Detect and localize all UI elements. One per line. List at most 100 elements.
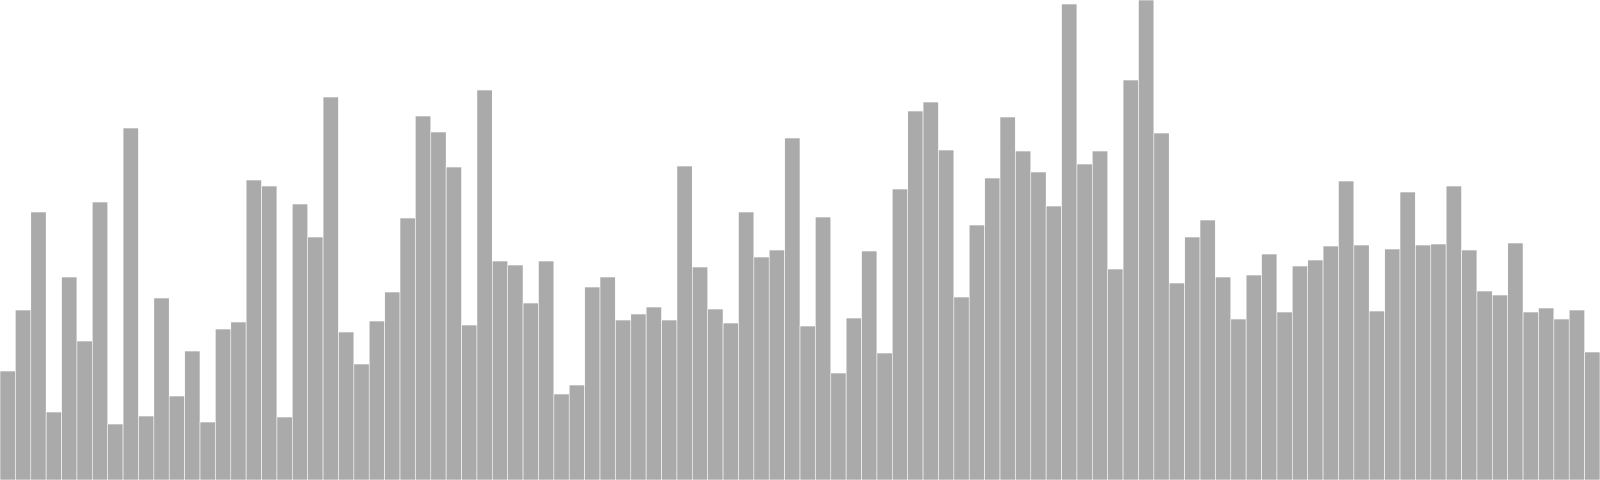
bar-21 [307, 236, 324, 480]
bar-20 [292, 203, 308, 480]
bar-48 [722, 322, 739, 480]
bar-85 [1292, 265, 1308, 480]
bar-65 [984, 177, 1001, 480]
bar-71 [1076, 163, 1093, 480]
bar-89 [1353, 244, 1370, 480]
bar-41 [615, 319, 632, 480]
bar-77 [1168, 282, 1185, 480]
bar-5 [61, 276, 78, 480]
bar-7 [92, 201, 108, 480]
bar-103 [1568, 309, 1585, 480]
bar-73 [1107, 268, 1124, 480]
bar-76 [1153, 132, 1170, 480]
bar-69 [1045, 205, 1062, 480]
bar-38 [568, 384, 585, 480]
bar-42 [630, 313, 647, 480]
bar-22 [322, 96, 339, 480]
bar-104 [1584, 351, 1600, 480]
bar-67 [1015, 150, 1032, 480]
bar-70 [1061, 3, 1078, 480]
bar-88 [1338, 180, 1355, 480]
bar-52 [784, 137, 801, 480]
bar-51 [768, 249, 785, 480]
bar-2 [15, 309, 32, 480]
bar-86 [1307, 259, 1324, 480]
bar-84 [1276, 311, 1293, 480]
bar-30 [445, 166, 462, 480]
bar-31 [461, 324, 478, 480]
bar-63 [953, 296, 970, 480]
bar-68 [1030, 171, 1047, 480]
bar-102 [1553, 318, 1570, 480]
bar-55 [830, 372, 847, 480]
bar-101 [1538, 307, 1555, 480]
bar-43 [645, 306, 662, 480]
bar-37 [553, 393, 570, 480]
bar-66 [999, 116, 1016, 480]
bar-13 [184, 350, 201, 480]
bar-96 [1461, 249, 1478, 480]
bar-24 [353, 363, 370, 480]
bar-36 [538, 260, 555, 480]
bar-35 [522, 302, 539, 480]
bar-3 [30, 211, 47, 480]
bar-99 [1507, 242, 1524, 480]
bar-95 [1445, 185, 1462, 480]
bar-26 [384, 291, 401, 480]
bar-50 [753, 256, 770, 480]
bar-74 [1122, 79, 1139, 480]
bar-100 [1522, 311, 1539, 480]
bar-47 [707, 308, 724, 480]
bar-16 [230, 321, 247, 480]
bar-29 [430, 131, 447, 480]
bar-94 [1430, 243, 1447, 480]
bar-98 [1492, 294, 1508, 480]
bar-92 [1399, 191, 1416, 480]
bar-6 [76, 340, 93, 480]
bar-23 [338, 331, 355, 480]
bar-10 [138, 415, 155, 480]
bar-40 [599, 276, 616, 480]
bar-12 [168, 395, 185, 480]
bar-15 [215, 328, 232, 480]
bar-79 [1199, 219, 1216, 480]
bar-90 [1368, 310, 1385, 480]
bar-19 [276, 416, 293, 480]
bar-87 [1322, 245, 1339, 480]
bar-83 [1261, 253, 1278, 480]
bar-82 [1245, 274, 1262, 480]
bar-8 [107, 423, 124, 480]
bar-64 [968, 224, 985, 480]
bar-61 [922, 101, 939, 480]
bar-91 [1384, 248, 1401, 480]
bar-34 [507, 264, 524, 480]
bar-97 [1476, 290, 1493, 480]
bar-9 [122, 127, 139, 480]
bar-1 [0, 370, 16, 480]
bar-81 [1230, 318, 1247, 480]
bar-17 [245, 179, 262, 480]
bar-58 [876, 352, 893, 480]
bar-80 [1215, 276, 1232, 480]
bar-44 [661, 319, 678, 480]
bar-33 [492, 260, 508, 480]
bar-49 [738, 211, 755, 480]
bar-53 [799, 325, 816, 480]
bar-54 [815, 216, 832, 480]
bar-39 [584, 286, 601, 480]
bar-75 [1138, 0, 1155, 480]
bar-62 [938, 149, 955, 480]
bar-32 [476, 89, 493, 480]
bar-18 [261, 185, 278, 480]
bar-60 [907, 110, 924, 480]
bar-11 [153, 297, 170, 480]
bar-72 [1092, 150, 1108, 480]
bar-93 [1415, 244, 1432, 480]
bar-25 [368, 320, 385, 480]
bar-59 [892, 188, 908, 480]
bar-56 [845, 317, 862, 480]
bar-14 [199, 421, 216, 480]
